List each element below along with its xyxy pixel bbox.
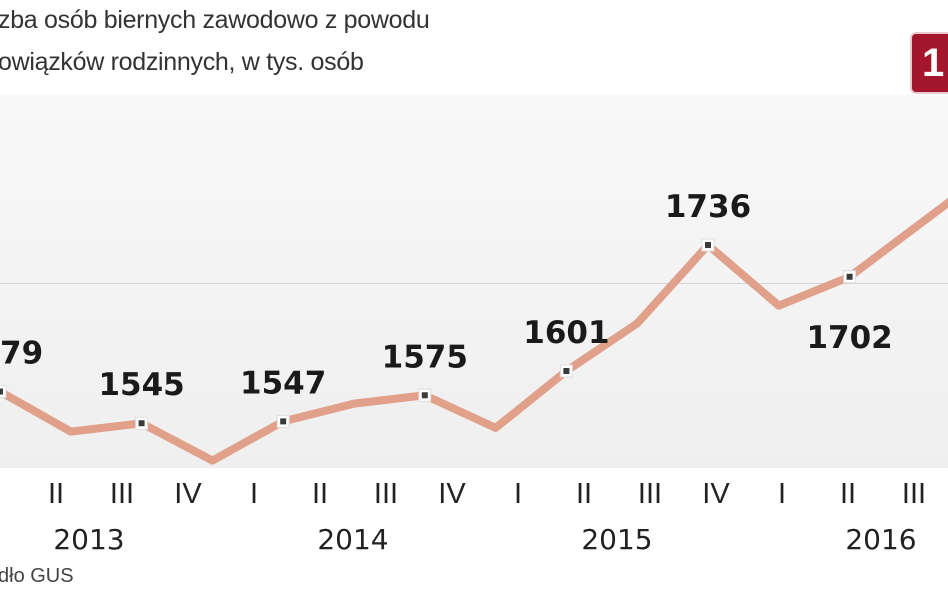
gridline — [0, 283, 948, 284]
x-tick-label: III — [374, 478, 398, 510]
data-label: 1579 — [0, 336, 43, 372]
year-label: 2014 — [317, 523, 388, 556]
data-label: 1547 — [240, 365, 326, 401]
year-label: 2015 — [581, 523, 652, 556]
chart-number-badge: 1 — [912, 34, 948, 92]
x-tick-label: III — [902, 478, 926, 510]
x-tick-label: II — [312, 478, 328, 510]
data-point-marker-center — [0, 388, 3, 395]
x-tick-label: I — [250, 478, 258, 510]
year-label: 2013 — [53, 523, 124, 556]
chart-title-line-2: owiązków rodzinnych, w tys. osób — [0, 48, 364, 76]
data-point-marker-center — [138, 420, 145, 427]
plot-area — [0, 95, 948, 468]
x-tick-label: III — [110, 478, 134, 510]
series-line — [0, 197, 948, 465]
year-label: 2016 — [845, 523, 916, 556]
data-point-marker-center — [705, 242, 711, 249]
data-point-marker-center — [846, 273, 853, 280]
x-tick-label: IV — [702, 478, 730, 510]
data-label: 1702 — [806, 320, 892, 356]
x-tick-label: II — [576, 478, 592, 510]
x-tick-label: III — [638, 478, 662, 510]
data-label: 1545 — [98, 367, 184, 403]
chart-title-line-1: zba osób biernych zawodowo z powodu — [0, 6, 430, 34]
data-label: 1575 — [382, 339, 468, 375]
data-point-marker-center — [563, 368, 570, 374]
x-tick-label: II — [840, 478, 856, 510]
x-tick-label: I — [514, 478, 522, 510]
x-tick-label: I — [778, 478, 786, 510]
source-note: dło GUS — [0, 565, 74, 587]
x-tick-label: IV — [438, 478, 466, 510]
x-tick-label: IV — [174, 478, 202, 510]
x-tick-label: II — [48, 478, 64, 510]
data-point-marker-center — [280, 418, 287, 425]
data-label: 1601 — [523, 315, 609, 351]
data-label: 1736 — [665, 189, 751, 225]
data-point-marker-center — [421, 392, 428, 399]
